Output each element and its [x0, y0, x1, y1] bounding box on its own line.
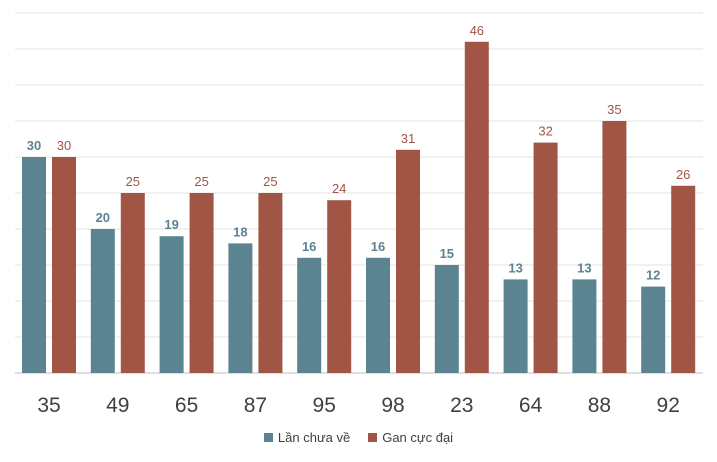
- category-label-98: 98: [381, 394, 404, 417]
- bar-lan-chua-ve-23: [434, 265, 459, 373]
- legend-label-lan-chua-ve: Lần chưa về: [277, 430, 351, 445]
- gridlines: [15, 12, 703, 374]
- bar-gan-cuc-dai-49: [120, 193, 145, 373]
- legend: Lần chưa về Gan cực đại: [0, 430, 717, 445]
- bar-lan-chua-ve-64: [503, 279, 528, 373]
- data-label-lan-chua-ve-88: 13: [577, 260, 591, 275]
- data-label-lan-chua-ve-64: 13: [508, 260, 522, 275]
- data-label-gan-cuc-dai-87: 25: [263, 174, 277, 189]
- legend-swatch-gan-cuc-dai: [368, 433, 378, 442]
- bar-gan-cuc-dai-64: [533, 142, 558, 373]
- data-label-gan-cuc-dai-95: 24: [332, 181, 346, 196]
- bar-lan-chua-ve-35: [22, 157, 46, 373]
- data-label-gan-cuc-dai-98: 31: [401, 131, 415, 146]
- bar-lan-chua-ve-88: [572, 279, 597, 373]
- data-label-lan-chua-ve-23: 15: [440, 246, 454, 261]
- bar-lan-chua-ve-98: [366, 257, 390, 373]
- bar-gan-cuc-dai-88: [602, 121, 627, 373]
- data-label-lan-chua-ve-49: 20: [96, 210, 110, 225]
- category-label-88: 88: [588, 394, 611, 417]
- category-label-49: 49: [106, 394, 129, 417]
- data-label-lan-chua-ve-92: 12: [646, 268, 660, 283]
- category-label-35: 35: [37, 394, 60, 417]
- data-label-gan-cuc-dai-92: 26: [676, 167, 690, 182]
- legend-swatch-lan-chua-ve: [263, 433, 273, 442]
- legend-label-gan-cuc-dai: Gan cực đại: [382, 430, 454, 445]
- data-label-lan-chua-ve-65: 19: [164, 217, 178, 232]
- category-label-23: 23: [450, 394, 473, 417]
- category-label-65: 65: [175, 394, 198, 417]
- bars: [22, 41, 696, 374]
- data-label-gan-cuc-dai-65: 25: [194, 174, 208, 189]
- category-label-92: 92: [657, 394, 680, 417]
- bar-gan-cuc-dai-23: [464, 41, 489, 374]
- data-label-lan-chua-ve-35: 30: [27, 138, 41, 153]
- bar-lan-chua-ve-92: [641, 286, 666, 373]
- bar-gan-cuc-dai-92: [671, 185, 696, 373]
- data-label-gan-cuc-dai-64: 32: [538, 124, 552, 139]
- data-label-lan-chua-ve-95: 16: [302, 239, 316, 254]
- legend-entry-gan-cuc-dai: Gan cực đại: [368, 430, 453, 445]
- bar-lan-chua-ve-49: [90, 229, 115, 373]
- bar-lan-chua-ve-65: [159, 236, 184, 373]
- bar-lan-chua-ve-95: [297, 257, 322, 373]
- bar-gan-cuc-dai-87: [258, 193, 283, 373]
- category-label-64: 64: [519, 394, 543, 417]
- legend-entry-lan-chua-ve: Lần chưa về: [263, 430, 351, 445]
- category-label-87: 87: [244, 394, 267, 417]
- category-label-95: 95: [313, 394, 336, 417]
- data-labels: 30 30 20 25 19 25 18 25 16 24 16 31 15 46 13 32 13 35 12 26: [27, 23, 691, 283]
- data-label-gan-cuc-dai-23: 46: [470, 23, 484, 38]
- bar-gan-cuc-dai-95: [327, 200, 352, 373]
- data-label-lan-chua-ve-98: 16: [371, 239, 385, 254]
- bar-gan-cuc-dai-98: [396, 149, 420, 373]
- data-label-gan-cuc-dai-49: 25: [126, 174, 140, 189]
- bar-gan-cuc-dai-65: [189, 193, 214, 373]
- data-label-gan-cuc-dai-88: 35: [607, 102, 621, 117]
- bar-gan-cuc-dai-35: [52, 157, 76, 373]
- bar-lan-chua-ve-87: [228, 243, 253, 373]
- data-label-gan-cuc-dai-35: 30: [57, 138, 71, 153]
- data-label-lan-chua-ve-87: 18: [233, 224, 247, 239]
- category-labels: 35 49 65 87 95 98 23 64 88 92: [37, 394, 680, 417]
